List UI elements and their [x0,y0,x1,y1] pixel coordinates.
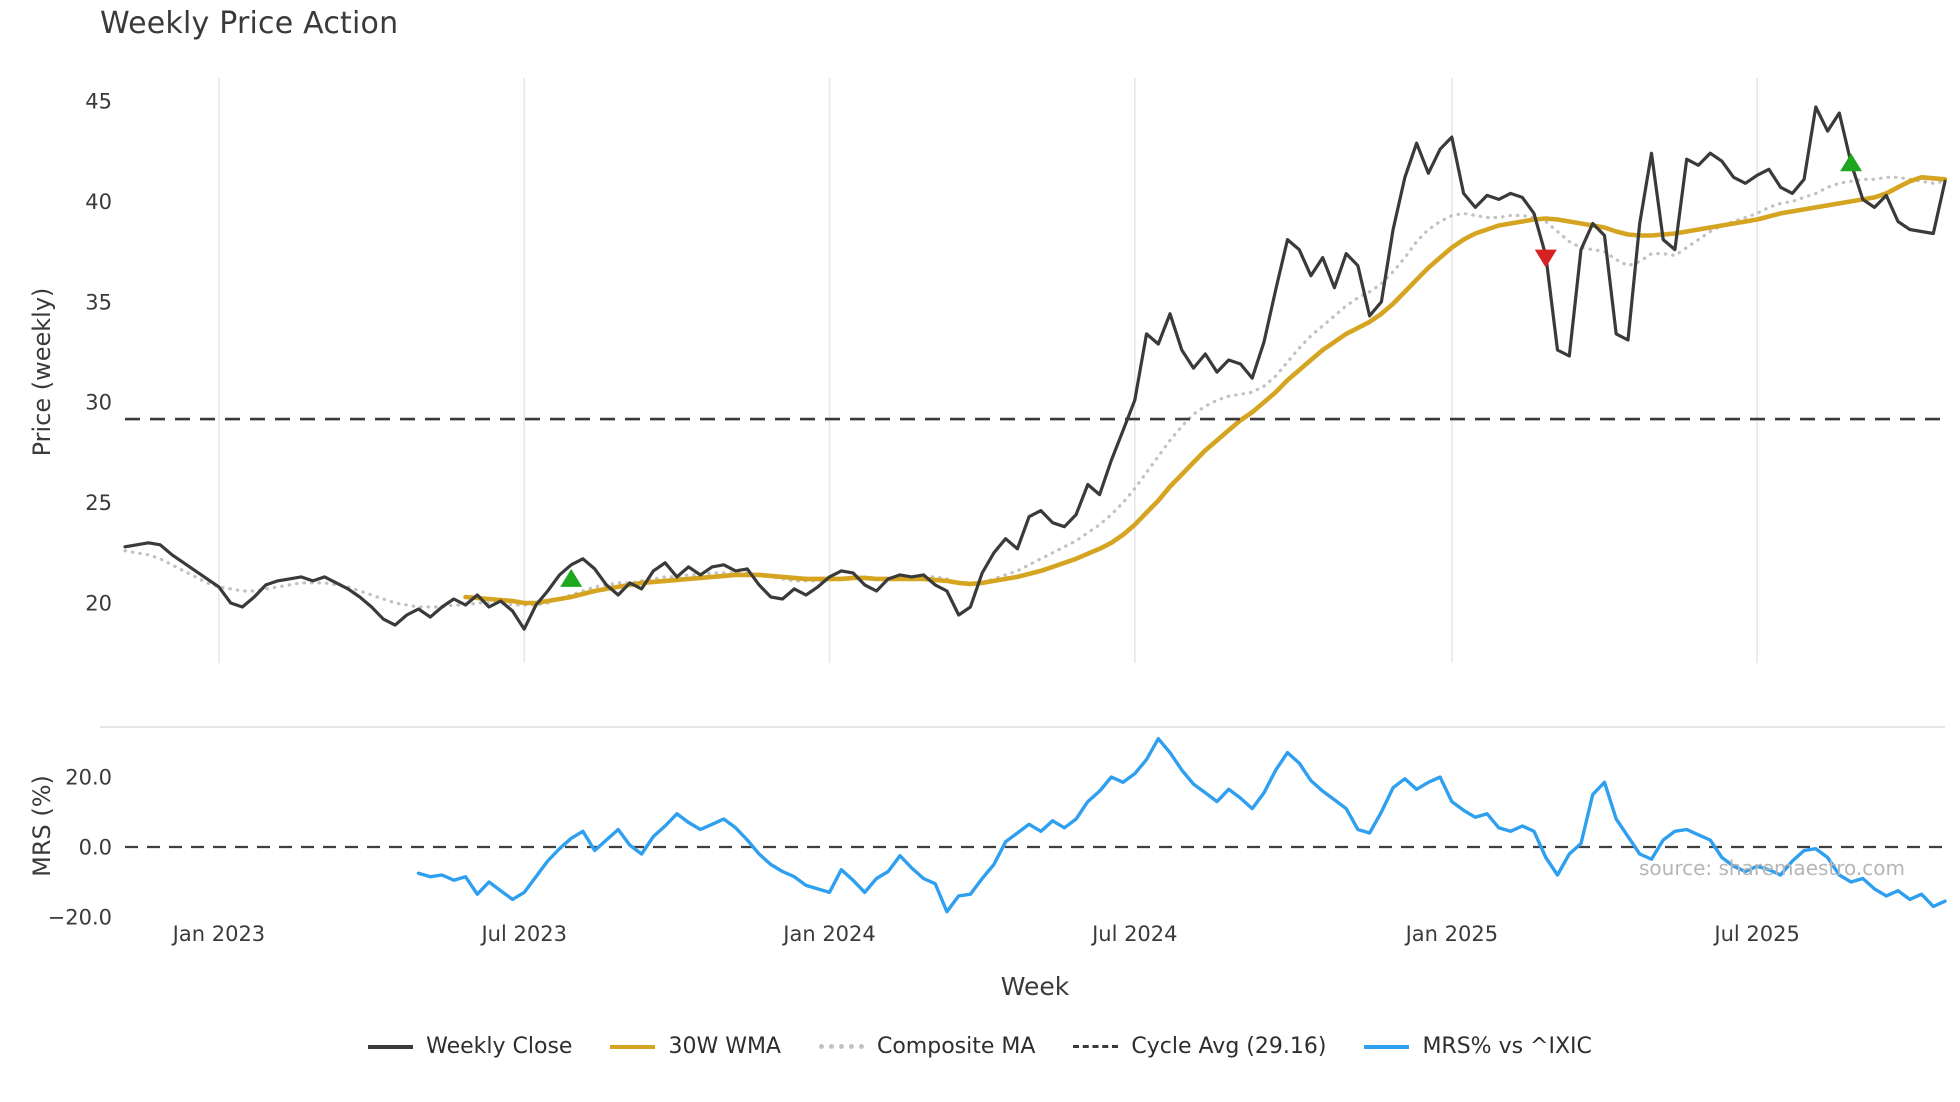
legend-item-30w-wma: 30W WMA [610,1034,781,1059]
legend-item-composite-ma: Composite MA [818,1034,1036,1059]
price-y-tick-label: 35 [85,290,112,314]
legend-item-cycle-avg-29-16: Cycle Avg (29.16) [1073,1034,1326,1059]
mrs-y-tick-label: 20.0 [65,766,112,790]
source-watermark: source: sharemaestro.com [1639,856,1905,880]
legend-item-weekly-close: Weekly Close [368,1034,572,1059]
mrs-line [416,737,1947,914]
price-axis-label: Price (weekly) [28,287,56,457]
legend-label: Weekly Close [426,1034,573,1059]
legend-label: 30W WMA [668,1034,781,1059]
legend-item-mrs-vs-ixic: MRS% vs ^IXIC [1364,1034,1592,1059]
legend-label: Composite MA [876,1034,1036,1059]
price-y-tick-label: 40 [85,190,112,214]
legend-swatch-solid [610,1044,656,1049]
legend: Weekly Close 30W WMA Composite MA Cycle Avg… [0,1034,1960,1059]
price-y-tick-label: 45 [85,90,112,114]
legend-swatch-dotted [818,1044,864,1049]
buy-signal-marker [1840,153,1863,172]
legend-swatch-solid [1364,1044,1410,1049]
legend-label: Cycle Avg (29.16) [1131,1034,1327,1059]
sell-signal-marker [1534,249,1557,268]
wma-line [463,175,1948,606]
price-y-tick-label: 25 [85,491,112,515]
legend-swatch-solid [368,1044,414,1049]
composite-ma-line [123,175,1947,609]
mrs-y-tick-label: 0.0 [79,836,112,860]
x-axis-label: Week [1000,972,1070,1001]
chart-title: Weekly Price Action [100,6,399,41]
weekly-close-line [123,105,1947,631]
legend-label: MRS% vs ^IXIC [1422,1034,1592,1059]
price-y-tick-label: 30 [85,391,112,415]
price-y-tick-label: 20 [85,592,112,616]
x-tick-label: Jan 2023 [171,922,266,946]
x-tick-label: Jan 2024 [781,922,876,946]
x-tick-label: Jul 2025 [1712,922,1799,946]
buy-signal-marker [560,568,583,587]
x-tick-label: Jul 2023 [479,922,566,946]
x-tick-label: Jan 2025 [1404,922,1499,946]
mrs-axis-label: MRS (%) [28,775,56,877]
x-tick-label: Jul 2024 [1090,922,1177,946]
mrs-y-tick-label: −20.0 [48,905,112,929]
legend-swatch-dashed [1073,1045,1119,1048]
